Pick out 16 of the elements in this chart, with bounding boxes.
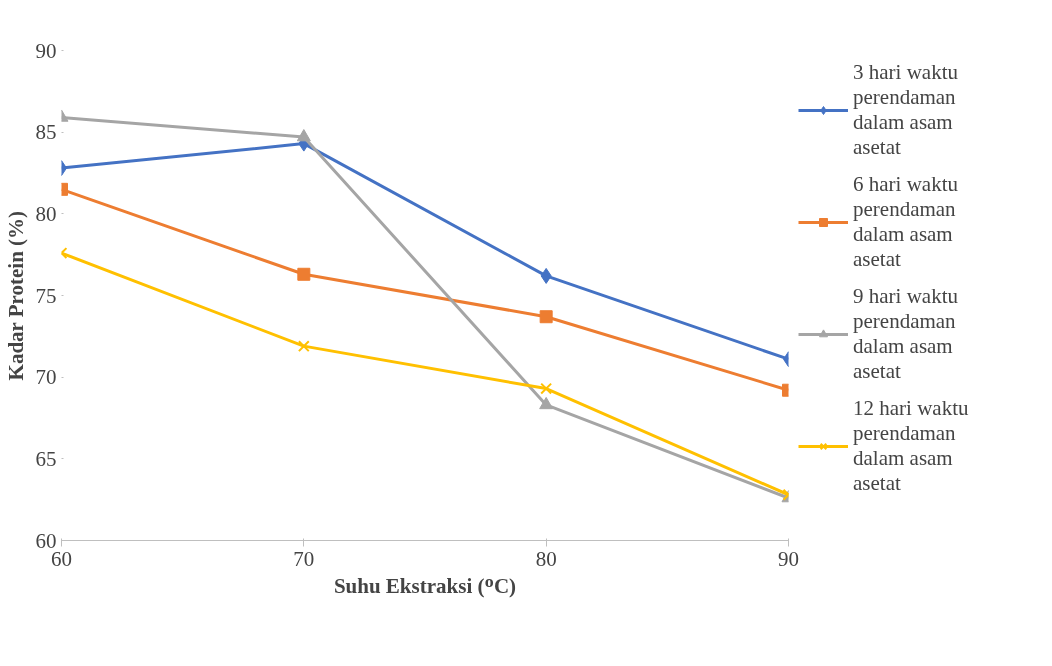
legend-label: 12 hari waktu perendaman dalam asam asetat [853, 396, 969, 496]
y-tick-label: 65 [35, 446, 57, 471]
x-tick-label: 80 [535, 546, 557, 571]
y-tick-label: 75 [35, 283, 57, 308]
x-tick-label: 90 [778, 546, 799, 571]
y-tick-label: 80 [35, 201, 57, 226]
y-tick-label: 70 [35, 365, 57, 390]
y-tick-label: 85 [35, 120, 57, 145]
legend-label: 9 hari waktu perendaman dalam asam asetat [853, 284, 958, 384]
y-tick-label: 60 [35, 528, 57, 553]
legend-label: 3 hari waktu perendaman dalam asam asetat [853, 60, 958, 160]
y-tick-label: 90 [35, 38, 57, 63]
x-axis-title: Suhu Ekstraksi (ᴼC) [333, 573, 517, 598]
legend-label: 6 hari waktu perendaman dalam asam asetat [853, 172, 958, 272]
x-tick-label: 70 [293, 546, 315, 571]
y-axis-title: Kadar Protein (%) [3, 210, 28, 381]
